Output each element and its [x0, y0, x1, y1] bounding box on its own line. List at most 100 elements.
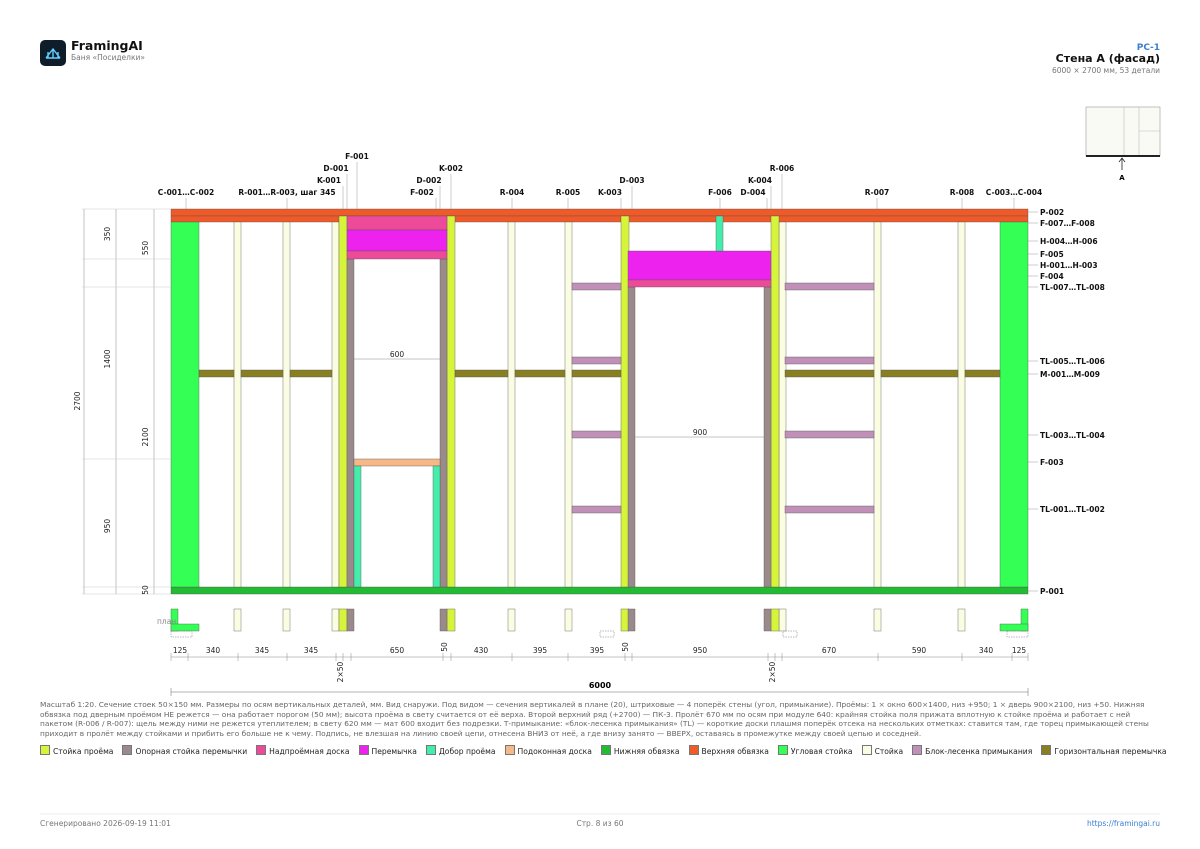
ladder-block [784, 356, 875, 365]
top-plate [170, 208, 1029, 217]
opening-stud [770, 215, 780, 588]
plan-cross [599, 630, 615, 638]
plan-support-stud [763, 608, 772, 632]
dim-label: 125 [173, 646, 188, 655]
dim-label: 590 [912, 646, 927, 655]
part-label: D-002 [416, 176, 441, 185]
legend-label: Блок-лесенка примыкания [925, 747, 1033, 756]
plan-support-stud [346, 608, 355, 632]
corner-post [999, 221, 1029, 588]
part-label: F-002 [410, 188, 434, 197]
dim-label: 900 [693, 428, 708, 437]
support-stud [627, 286, 636, 588]
dim-label: 50 [621, 642, 630, 652]
part-label: H-004…H-006 [1040, 237, 1098, 246]
legend-swatch [358, 745, 369, 755]
stud [331, 221, 340, 588]
dim-label: 345 [304, 646, 319, 655]
legend-item: Перемычка [358, 745, 417, 756]
legend-item: Нижняя обвязка [600, 745, 680, 756]
horizontal-block [784, 369, 875, 378]
plan-opening-stud [338, 608, 348, 632]
legend-item: Надпроёмная доска [256, 745, 350, 756]
legend-item: Добор проёма [425, 745, 496, 756]
plan-cross [782, 630, 798, 638]
horizontal-block [240, 369, 284, 378]
stud [957, 221, 966, 588]
legend-swatch [504, 745, 515, 755]
plan-cross [170, 630, 193, 638]
legend-item: Горизонтальная перемычка [1041, 745, 1167, 756]
plan-corner [999, 623, 1029, 632]
part-label: P-002 [1040, 208, 1064, 217]
plan-stud [873, 608, 882, 632]
plan-opening-stud [620, 608, 630, 632]
horizontal-block [964, 369, 1001, 378]
dim-label: 2×50 [336, 661, 345, 682]
header-board [346, 215, 448, 231]
ladder-block [571, 430, 622, 439]
header-board [346, 250, 448, 260]
legend-swatch [40, 745, 50, 755]
dim-label: 430 [474, 646, 489, 655]
dim-label: 650 [390, 646, 405, 655]
ladder-block [784, 282, 875, 291]
corner-post [170, 221, 200, 588]
header-board [627, 279, 772, 288]
dim-label: 2700 [73, 391, 82, 410]
stud [778, 221, 787, 588]
legend-item: Подоконная доска [504, 745, 592, 756]
horizontal-block [289, 369, 333, 378]
part-label: C-001…C-002 [158, 188, 214, 197]
part-label: R-006 [770, 164, 795, 173]
part-label: D-001 [323, 164, 348, 173]
part-label: K-002 [439, 164, 463, 173]
dim-label: 550 [141, 241, 150, 256]
legend: Стойка проёма Опорная стойка перемычки Над… [40, 745, 1167, 756]
dim-label: 125 [1012, 646, 1027, 655]
support-stud [763, 286, 772, 588]
lintel [627, 250, 772, 281]
legend-swatch [256, 745, 267, 755]
dim-label: 1400 [103, 349, 112, 368]
plan-label: план [157, 617, 176, 626]
part-label: TL-001…TL-002 [1040, 505, 1105, 514]
legend-label: Верхняя обвязка [701, 747, 769, 756]
filler [715, 215, 724, 252]
ladder-block [784, 505, 875, 514]
part-label: D-003 [619, 176, 644, 185]
filler [353, 465, 362, 588]
stud [873, 221, 882, 588]
bottom-plate [170, 586, 1029, 595]
legend-label: Угловая стойка [790, 747, 853, 756]
part-label: K-003 [598, 188, 622, 197]
horizontal-block [514, 369, 566, 378]
legend-label: Добор проёма [438, 747, 496, 756]
key-plan: A [1085, 106, 1161, 182]
dim-label: 50 [440, 642, 449, 652]
part-label: H-001…H-003 [1040, 261, 1098, 270]
part-label: F-004 [1040, 272, 1064, 281]
ladder-block [571, 282, 622, 291]
logo-icon [45, 47, 61, 59]
legend-swatch [600, 745, 611, 755]
sheet-subtitle: 6000 × 2700 мм, 53 детали [1052, 66, 1160, 75]
dim-label: 600 [390, 350, 405, 359]
top-plate-2 [170, 215, 1029, 223]
legend-swatch [861, 745, 872, 755]
legend-swatch [425, 745, 436, 755]
part-label: D-004 [740, 188, 765, 197]
support-stud [346, 258, 355, 588]
horizontal-block [454, 369, 509, 378]
support-stud [439, 258, 448, 588]
footer-url[interactable]: https://framingai.ru [1087, 819, 1160, 828]
plan-opening-stud [446, 608, 456, 632]
legend-label: Надпроёмная доска [269, 747, 350, 756]
plan-stud [957, 608, 966, 632]
plan-stud [282, 608, 291, 632]
plan-stud [778, 608, 787, 632]
opening-stud [446, 215, 456, 588]
stud [507, 221, 516, 588]
key-plan-label: A [1119, 174, 1125, 182]
legend-swatch [122, 745, 133, 755]
